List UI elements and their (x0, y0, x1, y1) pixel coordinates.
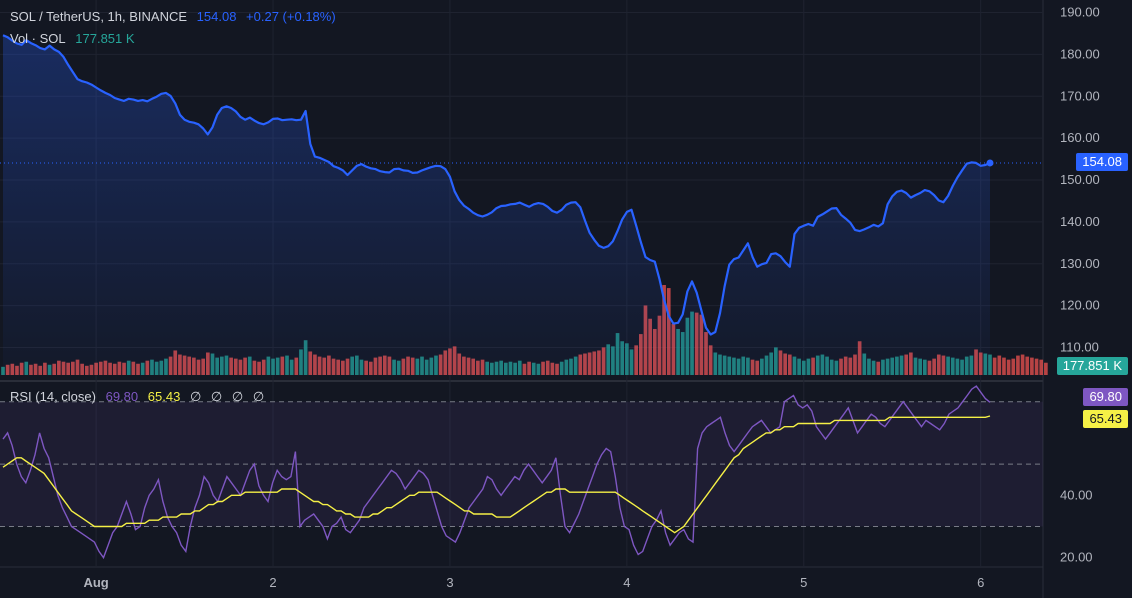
price-tick-label: 120.00 (1060, 298, 1100, 313)
volume-bar (1020, 354, 1025, 375)
rsi-tick-label: 20.00 (1060, 550, 1093, 565)
last-price-dot (986, 159, 994, 167)
time-tick-label: 2 (269, 575, 276, 590)
volume-bar (1006, 359, 1011, 375)
price-tick-label: 140.00 (1060, 214, 1100, 229)
price-area (3, 35, 990, 375)
volume-label: Vol · SOL (10, 31, 66, 46)
rsi-extra-1: ∅ (189, 389, 202, 404)
rsi-extra-2: ∅ (210, 389, 223, 404)
rsi-extra-4: ∅ (252, 389, 265, 404)
price-tick-label: 160.00 (1060, 130, 1100, 145)
rsi-legend: RSI (14, close) 69.80 65.43 ∅ ∅ ∅ ∅ (10, 389, 270, 405)
volume-value: 177.851 K (75, 31, 135, 46)
time-tick-label: Aug (83, 575, 108, 590)
rsi-label: RSI (14, close) (10, 389, 96, 404)
volume-legend: Vol · SOL 177.851 K (10, 31, 141, 46)
rsi-ma-line (2, 415, 991, 534)
price-badge: 154.08 (1076, 153, 1128, 171)
price-legend: SOL / TetherUS, 1h, BINANCE 154.08 +0.27… (10, 9, 342, 24)
rsi-legend-value: 69.80 (105, 389, 139, 404)
price-tick-label: 110.00 (1060, 340, 1099, 355)
volume-bar (1016, 355, 1020, 375)
price-value: 154.08 (196, 9, 237, 24)
time-tick-label: 6 (977, 575, 984, 590)
time-tick-label: 5 (800, 575, 807, 590)
volume-bar (1034, 358, 1039, 375)
time-tick-label: 3 (446, 575, 453, 590)
rsi-ma-legend-value: 65.43 (147, 389, 181, 404)
symbol-label: SOL / TetherUS, 1h, BINANCE (10, 9, 188, 24)
price-tick-label: 190.00 (1060, 5, 1100, 20)
rsi-tick-label: 40.00 (1060, 487, 1093, 502)
volume-bar (1044, 362, 1048, 375)
price-tick-label: 170.00 (1060, 88, 1100, 103)
price-line (2, 34, 991, 336)
volume-badge: 177.851 K (1056, 357, 1128, 375)
price-tick-label: 130.00 (1060, 256, 1100, 271)
price-change: +0.27 (+0.18%) (246, 9, 336, 24)
volume-bar (1025, 356, 1030, 375)
volume-bar (1030, 357, 1034, 375)
volume-bar (997, 355, 1002, 375)
volume-bar (1011, 358, 1016, 375)
price-tick-label: 180.00 (1060, 46, 1100, 61)
volume-bar (1039, 359, 1044, 375)
volume-bar (1002, 357, 1006, 375)
rsi-ma-badge: 65.43 (1083, 410, 1128, 428)
volume-bar (992, 357, 997, 375)
rsi-extra-3: ∅ (231, 389, 244, 404)
time-tick-label: 4 (623, 575, 630, 590)
price-tick-label: 150.00 (1060, 172, 1100, 187)
rsi-badge: 69.80 (1083, 388, 1128, 406)
